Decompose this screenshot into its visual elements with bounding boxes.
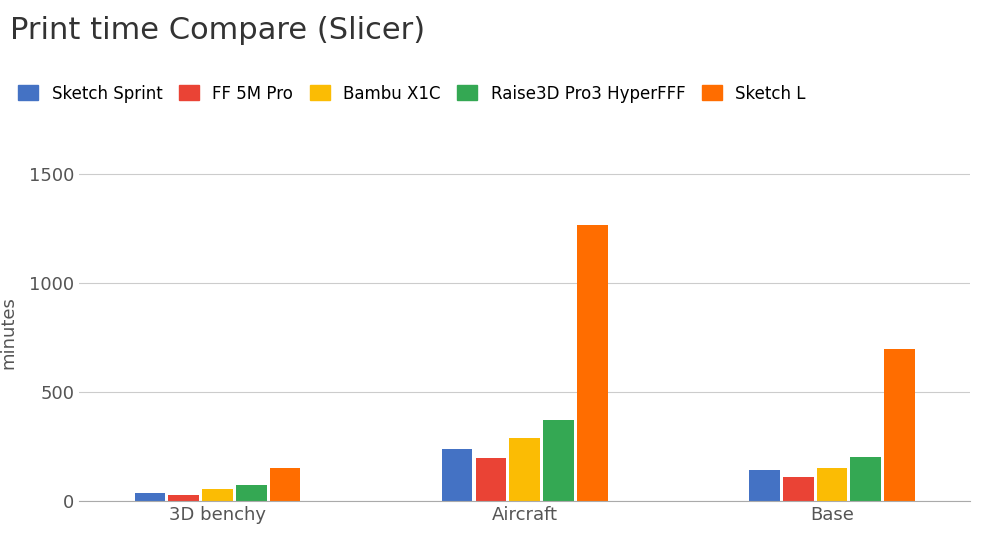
Bar bbox=[135, 493, 165, 501]
Y-axis label: minutes: minutes bbox=[0, 296, 18, 369]
Bar bbox=[168, 495, 199, 501]
Bar bbox=[269, 468, 300, 501]
Bar bbox=[236, 485, 266, 501]
Bar bbox=[850, 457, 881, 501]
Bar bbox=[884, 349, 915, 501]
Legend: Sketch Sprint, FF 5M Pro, Bambu X1C, Raise3D Pro3 HyperFFF, Sketch L: Sketch Sprint, FF 5M Pro, Bambu X1C, Rai… bbox=[18, 84, 806, 102]
Text: Print time Compare (Slicer): Print time Compare (Slicer) bbox=[10, 16, 425, 45]
Bar bbox=[202, 489, 233, 501]
Bar bbox=[475, 458, 506, 501]
Bar bbox=[544, 420, 574, 501]
Bar bbox=[509, 438, 541, 501]
Bar bbox=[577, 225, 608, 501]
Bar bbox=[442, 449, 472, 501]
Bar bbox=[817, 468, 847, 501]
Bar bbox=[783, 477, 814, 501]
Bar bbox=[749, 470, 780, 501]
